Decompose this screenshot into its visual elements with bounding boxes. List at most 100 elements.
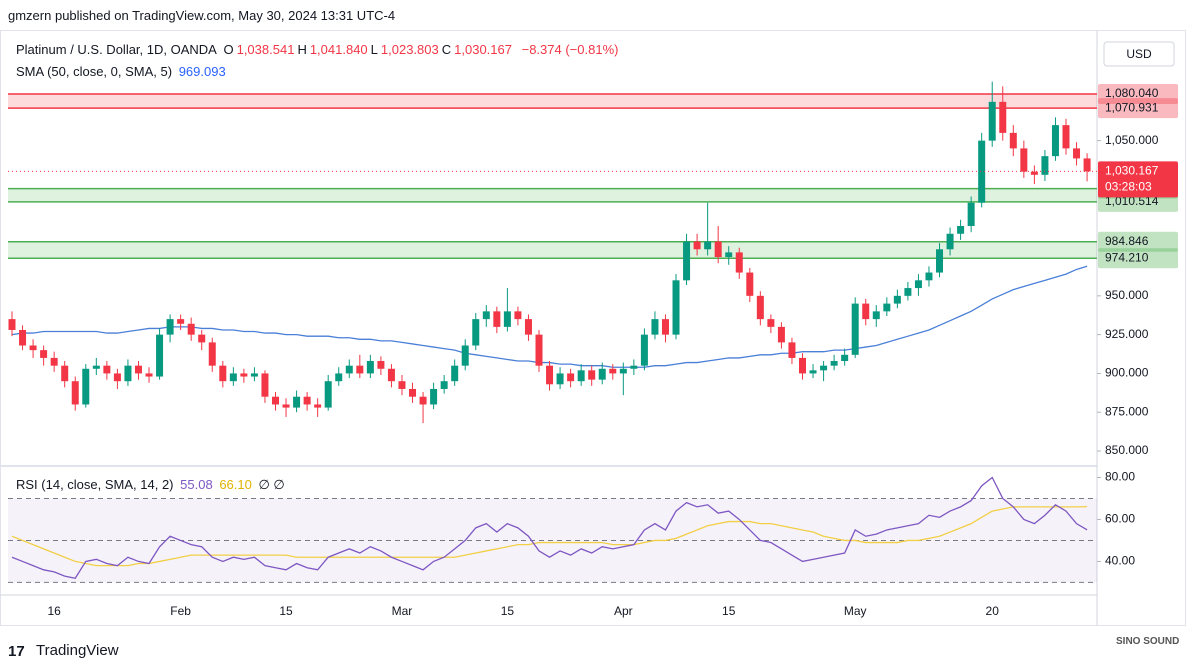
candle-body — [61, 365, 69, 382]
candle-body — [820, 365, 828, 371]
candle-body — [567, 373, 575, 382]
y-tick-label: 875.000 — [1105, 404, 1149, 418]
ohlc-key: L — [370, 42, 378, 57]
candle-body — [1030, 171, 1038, 175]
candle-body — [799, 357, 806, 374]
zone-price-label: 974.210 — [1105, 250, 1149, 264]
zone-price-label: 1,010.514 — [1105, 194, 1159, 208]
candle-body — [219, 365, 227, 382]
rsi-sma-value: 66.10 — [219, 477, 252, 492]
candle-body — [788, 342, 796, 358]
sma-value: 969.093 — [178, 64, 226, 79]
y-tick-label: 925.000 — [1105, 327, 1149, 341]
candle-body — [229, 373, 237, 382]
candle-body — [851, 303, 859, 355]
candle-body — [335, 373, 343, 382]
candle-body — [651, 319, 659, 335]
ohlc-value: 1,041.840 — [309, 42, 368, 57]
candle-body — [535, 334, 543, 366]
candle-body — [661, 319, 669, 335]
candle-body — [156, 334, 164, 377]
zone-price-box — [1098, 248, 1178, 269]
candle-body — [113, 373, 121, 382]
candle-body — [514, 311, 522, 320]
y-tick-label: 1,050.000 — [1105, 133, 1159, 147]
candle-body — [725, 252, 733, 258]
candle-body — [324, 381, 332, 408]
x-tick-label: May — [844, 604, 867, 618]
candle-body — [1073, 148, 1081, 159]
candle-body — [187, 323, 195, 335]
x-tick-label: 16 — [47, 604, 61, 618]
candle-body — [177, 319, 185, 324]
y-tick-label: 950.000 — [1105, 288, 1149, 302]
currency-box — [1103, 41, 1175, 67]
x-tick-label: 15 — [722, 604, 736, 618]
footer: TradingView — [36, 642, 119, 659]
symbol: Platinum / U.S. Dollar, 1D, OANDA — [16, 42, 217, 57]
candle-body — [303, 396, 311, 405]
candle-body — [92, 365, 100, 369]
candle-body — [314, 404, 322, 408]
candle-body — [198, 334, 206, 343]
candle-body — [914, 280, 922, 289]
candle-body — [967, 202, 975, 226]
candle-body — [398, 381, 406, 389]
candle-body — [50, 357, 58, 366]
logo: 17 — [8, 643, 25, 660]
candle-body — [693, 241, 701, 250]
candle-body — [430, 388, 438, 405]
candle-body — [208, 342, 216, 366]
x-tick-label: Apr — [614, 604, 633, 618]
candle-body — [598, 368, 606, 380]
candle-body — [841, 354, 849, 362]
candle-body — [957, 225, 965, 234]
candle-body — [862, 303, 870, 320]
currency: USD — [1126, 47, 1152, 61]
candle-body — [345, 365, 353, 374]
candle-body — [272, 396, 279, 405]
zone — [8, 94, 1097, 109]
ohlc-key: H — [297, 42, 307, 57]
ohlc-value: 1,023.803 — [380, 42, 439, 57]
candle-body — [978, 140, 986, 203]
candle-body — [1083, 158, 1091, 172]
rsi-extra: ∅ ∅ — [258, 477, 285, 492]
candle-body — [767, 319, 775, 327]
candle-body — [29, 345, 37, 351]
zone-price-label: 1,080.040 — [1105, 86, 1159, 100]
candle-body — [546, 365, 554, 385]
zone-price-label: 984.846 — [1105, 234, 1149, 248]
candle-body — [809, 370, 817, 374]
candle-body — [672, 280, 680, 335]
candle-body — [82, 368, 90, 405]
candle-body — [999, 101, 1007, 133]
candle-body — [250, 373, 258, 377]
rsi-line — [11, 476, 1088, 579]
countdown: 03:28:03 — [1105, 180, 1152, 194]
candle-body — [830, 361, 838, 366]
candle-body — [366, 361, 374, 374]
candle-body — [619, 368, 627, 374]
ohlc-key: O — [223, 42, 234, 57]
rsi-y-tick-label: 40.00 — [1105, 554, 1135, 568]
rsi-value: 55.08 — [180, 477, 213, 492]
candle-body — [704, 241, 712, 250]
candle-body — [640, 334, 648, 366]
candle-body — [988, 101, 996, 141]
candle-body — [409, 388, 417, 397]
candle-body — [240, 373, 248, 377]
candle-body — [493, 311, 501, 327]
sma-line — [11, 265, 1088, 368]
candle-body — [482, 311, 490, 320]
candle-body — [936, 249, 944, 273]
zone — [8, 188, 1097, 202]
candle-body — [883, 303, 891, 312]
y-tick-label: 850.000 — [1105, 443, 1149, 457]
x-tick-label: 15 — [279, 604, 293, 618]
candle-body — [893, 295, 901, 304]
last-price-box — [1098, 161, 1178, 198]
candle-body — [356, 365, 364, 374]
sma-name: SMA (50, close, 0, SMA, 5) — [16, 64, 173, 79]
